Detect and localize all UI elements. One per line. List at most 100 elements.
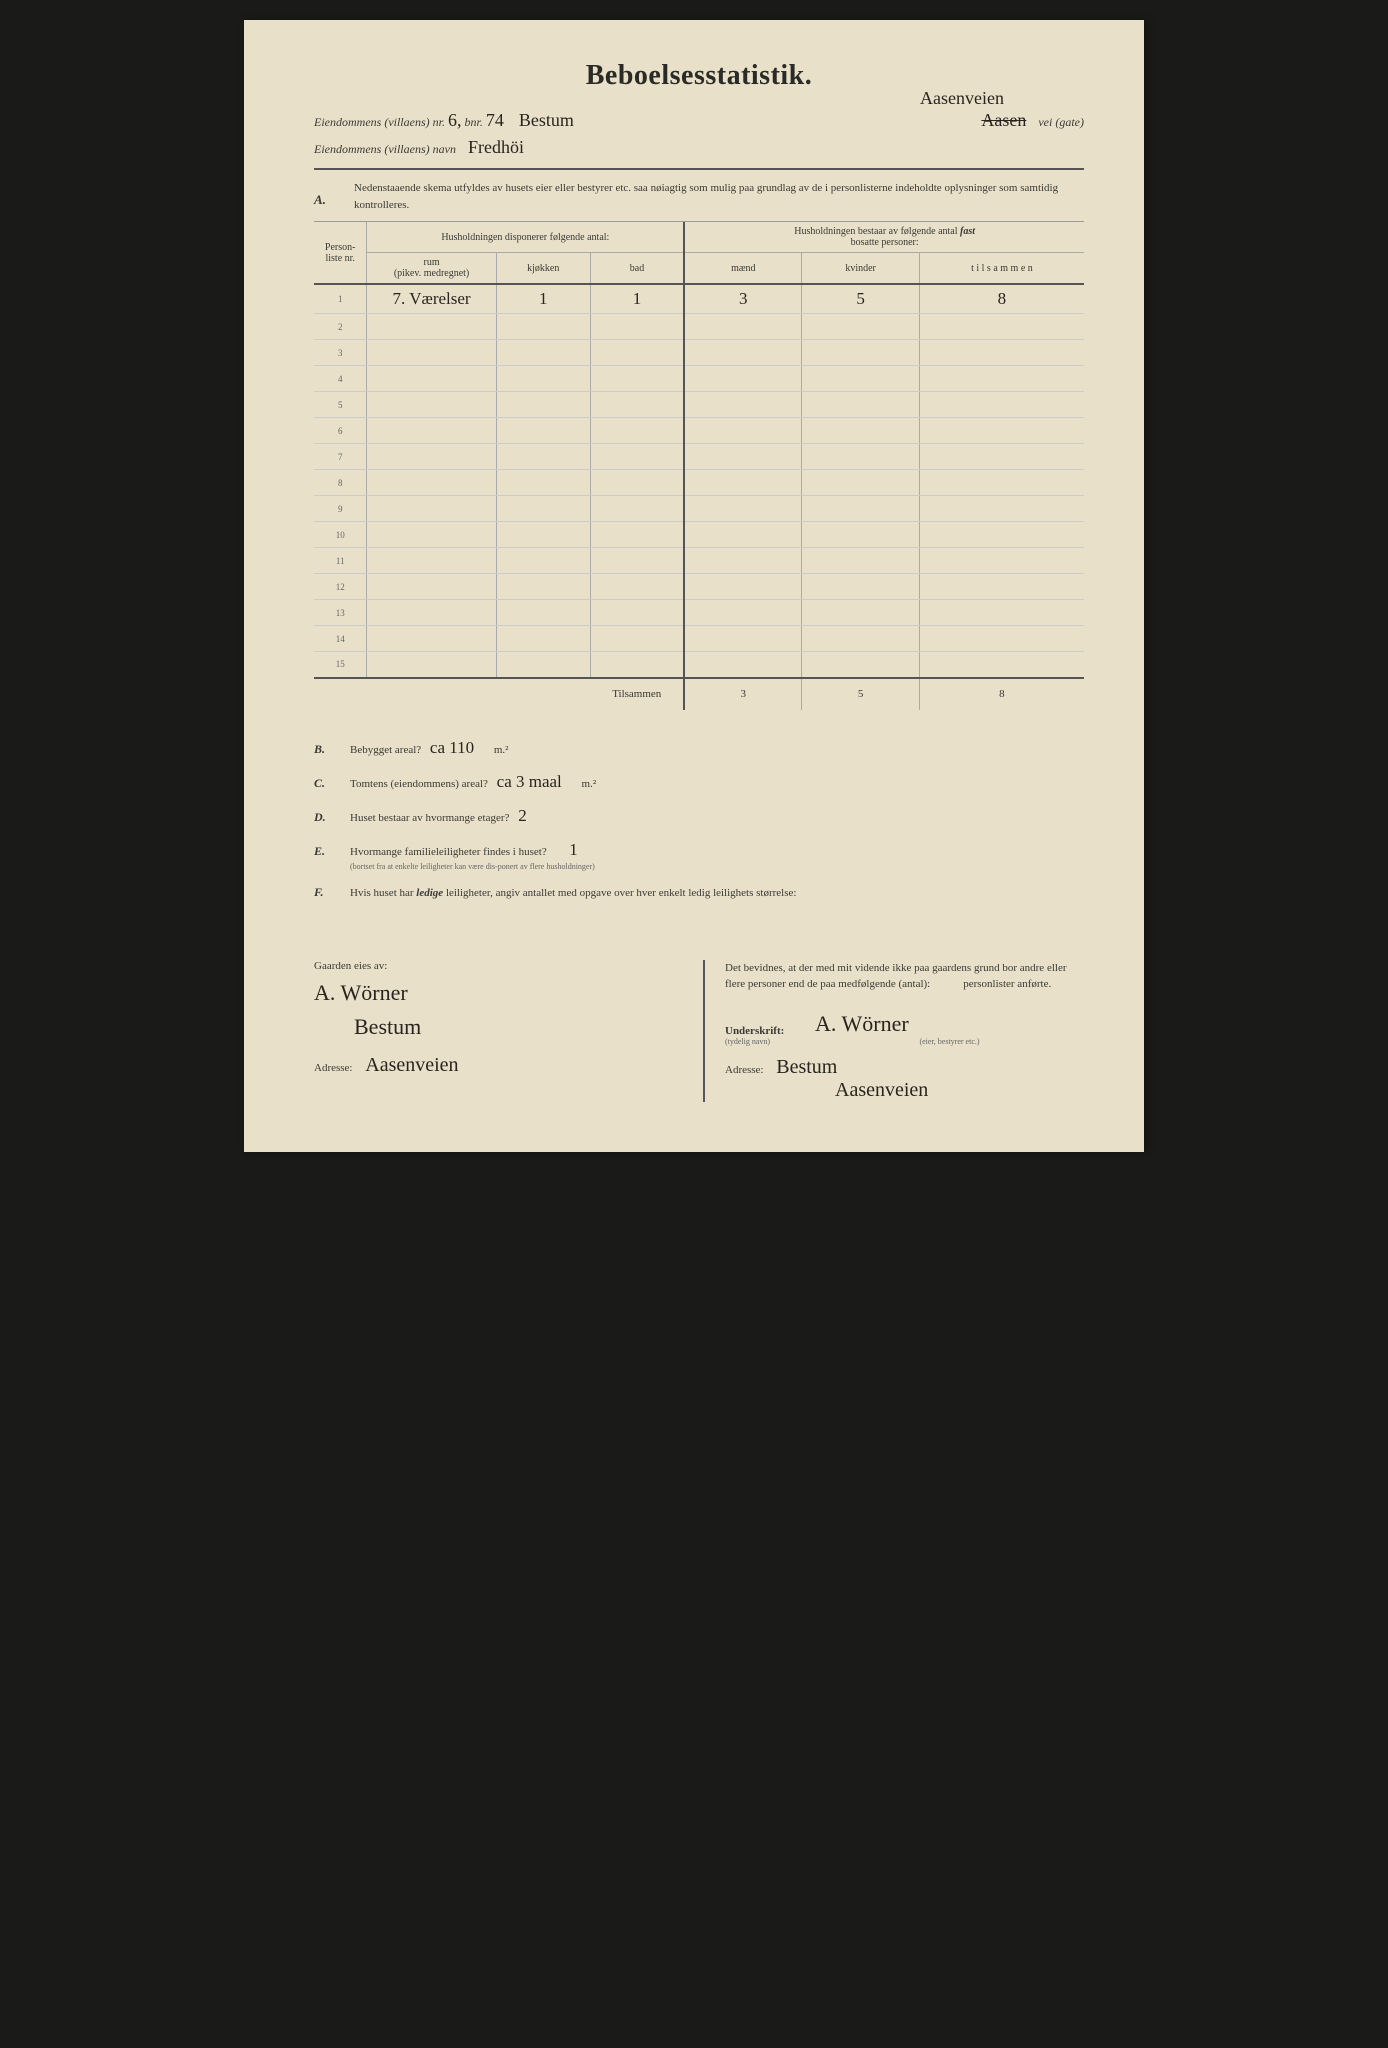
row-maend: [684, 600, 802, 626]
row-maend: [684, 314, 802, 340]
col-tilsammen: t i l s a m m e n: [919, 253, 1084, 285]
row-maend: [684, 392, 802, 418]
q-c-unit: m.²: [582, 778, 597, 790]
table-row: 13: [314, 600, 1084, 626]
row-kjokken: [496, 574, 590, 600]
table-row: 11: [314, 548, 1084, 574]
row-nr: 10: [314, 522, 367, 548]
q-f-text-2: leiligheter, angiv antallet med opgave o…: [446, 887, 797, 899]
label-eiendom-nr: Eiendommens (villaens) nr.: [314, 115, 445, 129]
q-c-text: Tomtens (eiendommens) areal?: [350, 778, 488, 790]
col-rum-label: rum: [423, 257, 439, 268]
col-hush-right-3: bosatte personer:: [851, 237, 919, 248]
row-kvinder: [802, 340, 920, 366]
table-row: 15: [314, 652, 1084, 678]
q-d-letter: D.: [314, 810, 350, 825]
row-kjokken: [496, 470, 590, 496]
section-a-header: A. Nedenstaaende skema utfyldes av huset…: [314, 170, 1084, 222]
q-e-value: 1: [569, 840, 578, 860]
row-bad: [590, 470, 684, 496]
table-row: 6: [314, 418, 1084, 444]
row-kvinder: [802, 522, 920, 548]
row-nr: 13: [314, 600, 367, 626]
section-a-letter: A.: [314, 180, 354, 213]
row-rum: [367, 366, 496, 392]
row-maend: [684, 444, 802, 470]
table-row: 14: [314, 626, 1084, 652]
question-f: F. Hvis huset har ledige leiligheter, an…: [314, 885, 1084, 900]
row-nr: 4: [314, 366, 367, 392]
row-nr: 3: [314, 340, 367, 366]
owner-adresse: Aasenveien: [365, 1054, 458, 1077]
row-rum: [367, 548, 496, 574]
row-rum: [367, 314, 496, 340]
r-adresse-2: Aasenveien: [835, 1079, 928, 1102]
question-c: C. Tomtens (eiendommens) areal? ca 3 maa…: [314, 772, 1084, 792]
row-kjokken: 1: [496, 284, 590, 314]
row-kjokken: [496, 314, 590, 340]
col-hush-left: Husholdningen disponerer følgende antal:: [367, 222, 684, 253]
q-b-unit: m.²: [494, 744, 509, 756]
signature: A. Wörner: [815, 1011, 1084, 1037]
row-kvinder: [802, 314, 920, 340]
owner-signature: A. Wörner: [314, 980, 673, 1006]
header-line-2: Eiendommens (villaens) navn Fredhöi: [314, 137, 1084, 158]
row-tilsammen: [919, 522, 1084, 548]
row-kvinder: [802, 574, 920, 600]
row-tilsammen: [919, 444, 1084, 470]
row-kvinder: [802, 470, 920, 496]
row-rum: [367, 652, 496, 678]
col-personliste: Person-liste nr.: [314, 222, 367, 284]
row-tilsammen: [919, 340, 1084, 366]
row-kvinder: [802, 366, 920, 392]
row-kjokken: [496, 444, 590, 470]
q-e-sub: (bortset fra at enkelte leiligheter kan …: [350, 862, 1084, 871]
owner-adresse-label: Adresse:: [314, 1062, 353, 1074]
row-bad: [590, 548, 684, 574]
row-maend: 3: [684, 284, 802, 314]
q-f-text-1: Hvis huset har: [350, 887, 414, 899]
question-b: B. Bebygget areal? ca 110 m.²: [314, 738, 1084, 758]
row-bad: [590, 600, 684, 626]
section-a: A. Nedenstaaende skema utfyldes av huset…: [314, 168, 1084, 710]
q-e-text: Hvormange familieleiligheter findes i hu…: [350, 846, 547, 858]
totals-label: Tilsammen: [590, 678, 684, 710]
col-bad: bad: [590, 253, 684, 285]
row-maend: [684, 522, 802, 548]
document-page: Beboelsesstatistik. Aasenveien Eiendomme…: [244, 20, 1144, 1152]
table-row: 2: [314, 314, 1084, 340]
q-c-letter: C.: [314, 776, 350, 791]
q-d-text: Huset bestaar av hvormange etager?: [350, 812, 509, 824]
q-d-value: 2: [518, 806, 527, 826]
col-kvinder: kvinder: [802, 253, 920, 285]
row-kvinder: [802, 652, 920, 678]
row-tilsammen: [919, 548, 1084, 574]
row-kvinder: [802, 418, 920, 444]
row-tilsammen: [919, 392, 1084, 418]
label-eiendom-navn: Eiendommens (villaens) navn: [314, 142, 456, 156]
r-adresse-label: Adresse:: [725, 1064, 764, 1076]
q-c-value: ca 3 maal: [497, 772, 562, 792]
row-tilsammen: [919, 314, 1084, 340]
row-bad: [590, 574, 684, 600]
table-row: 10: [314, 522, 1084, 548]
row-nr: 7: [314, 444, 367, 470]
row-kvinder: [802, 600, 920, 626]
row-kjokken: [496, 340, 590, 366]
row-kjokken: [496, 366, 590, 392]
row-tilsammen: [919, 626, 1084, 652]
row-nr: 8: [314, 470, 367, 496]
table-row: 7: [314, 444, 1084, 470]
total-maend: 3: [684, 678, 802, 710]
value-nr: 6,: [448, 110, 462, 131]
row-maend: [684, 548, 802, 574]
row-rum: 7. Værelser: [367, 284, 496, 314]
row-nr: 15: [314, 652, 367, 678]
row-kvinder: [802, 548, 920, 574]
row-nr: 2: [314, 314, 367, 340]
q-f-letter: F.: [314, 885, 350, 900]
row-tilsammen: [919, 574, 1084, 600]
row-bad: [590, 626, 684, 652]
label-vei: vei (gate): [1038, 115, 1084, 129]
row-kvinder: [802, 392, 920, 418]
